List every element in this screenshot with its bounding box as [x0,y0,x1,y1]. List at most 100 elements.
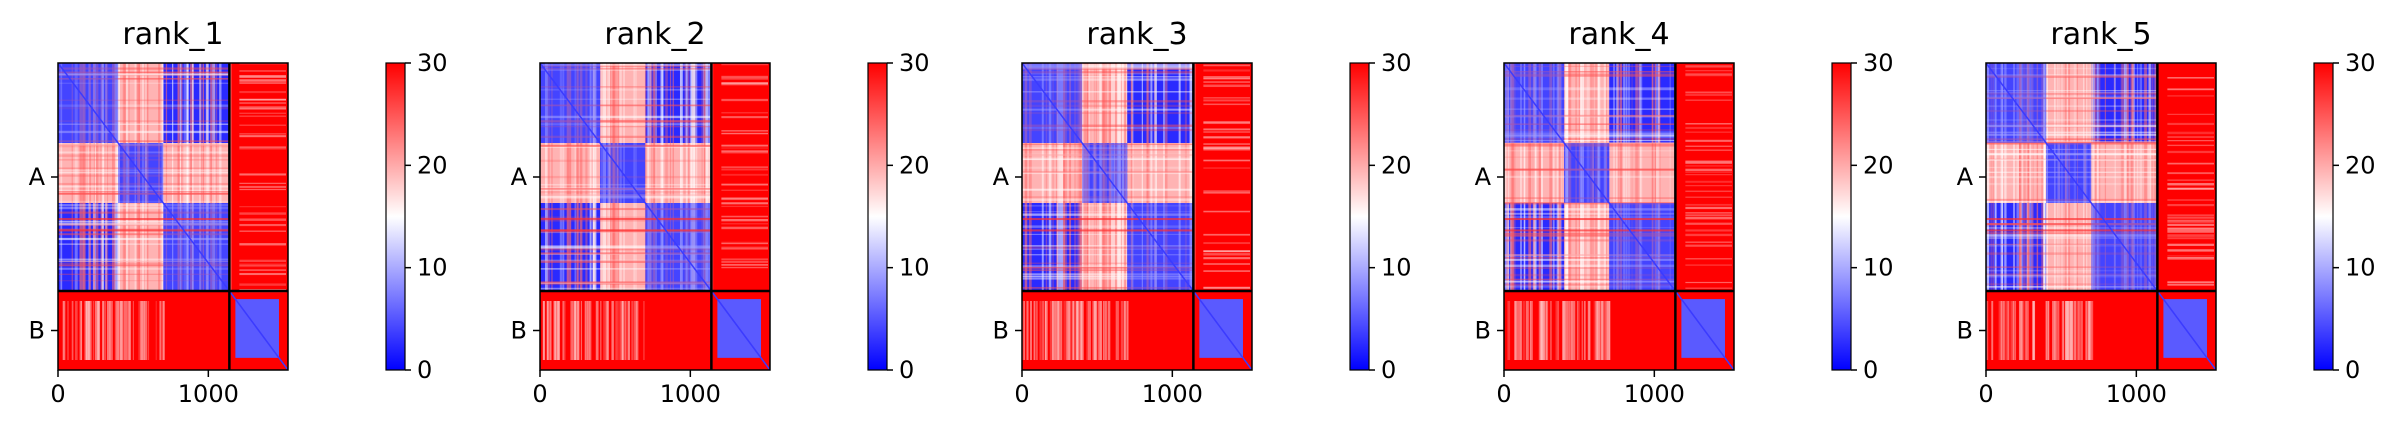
heatmap-stripe [2023,63,2026,291]
heatmap-stripe [540,247,712,251]
heatmap-stripe [1504,129,1676,132]
heatmap-stripe [1203,210,1250,212]
heatmap-stripe [584,301,587,360]
heatmap-stripe [239,112,286,115]
heatmap-stripe [1685,145,1732,147]
heatmap-stripe [98,301,100,360]
heatmap-stripe [721,226,768,230]
heatmap-stripe [162,301,165,360]
heatmap-stripe [187,63,189,291]
heatmap-stripe [1022,225,1194,228]
heatmap-stripe [632,301,634,360]
heatmap-stripe [1146,63,1148,291]
heatmap-stripe [2004,63,2007,291]
heatmap-stripe [1203,148,1250,151]
heatmap-stripe [1022,269,1194,271]
heatmap-stripe [1024,63,1028,291]
colorbar-frame [2313,62,2334,371]
heatmap-stripe [2113,63,2116,291]
heatmap-stripe [1685,160,1732,163]
heatmap-stripe [2036,63,2039,291]
heatmap-stripe [1163,63,1165,291]
heatmap-stripe [1504,227,1676,229]
heatmap-stripe [1617,63,1620,291]
heatmap-stripe [2033,301,2036,360]
heatmap-stripe [2014,301,2017,360]
heatmap-stripe [58,77,230,80]
heatmap-stripe [547,301,549,360]
colorbar-gradient [868,63,887,370]
heatmap-stripe [721,64,768,66]
heatmap-stripe [721,169,768,171]
colorbar-tick-label: 10 [417,254,448,282]
heatmap-stripe [721,241,768,244]
heatmap-stripe [1120,301,1124,360]
heatmap-stripe [1990,63,1992,291]
heatmap-stripe [1504,140,1676,142]
heatmap-stripe [1986,124,2158,128]
heatmap-stripe [1022,67,1194,70]
heatmap-diagonal [1504,63,1676,292]
x-tick-label: 0 [50,380,65,408]
heatmap-stripe [721,223,768,225]
heatmap-stripe [2126,63,2129,291]
heatmap-stripe [239,173,286,176]
heatmap-stripe [1098,301,1101,360]
heatmap-stripe [1651,63,1654,291]
heatmap-stripe [634,301,637,360]
heatmap-stripe [2016,63,2020,291]
heatmap-stripe [625,301,627,360]
heatmap-stripe [1576,301,1579,360]
colorbar-tick-label: 20 [899,151,930,179]
heatmap-stripe [1063,63,1067,291]
heatmap-stripe [2167,131,2214,135]
heatmap-stripe [1986,109,2158,112]
heatmap-stripe [1051,301,1055,360]
heatmap-stripe [199,63,203,291]
heatmap-stripe [88,301,91,360]
heatmap-stripe [58,206,230,210]
heatmap-stripe [1022,273,1194,276]
heatmap-stripe [1986,90,2158,92]
heatmap-stripe [1986,232,2158,235]
heatmap-stripe [2067,301,2070,360]
heatmap-stripe [655,63,658,291]
heatmap-stripe [588,301,592,360]
heatmap-stripe [2077,301,2081,360]
heatmap-stripe [721,205,768,208]
heatmap-stripe [1203,97,1250,99]
heatmap-stripe [62,301,66,360]
heatmap-stripe [1986,223,2158,225]
heatmap-stripe [2154,63,2157,291]
heatmap-stripe [1060,301,1063,360]
heatmap-stripe [1605,301,1609,360]
heatmap-stripe [239,260,286,262]
heatmap-stripe [2167,219,2214,222]
heatmap-stripe [2167,221,2214,224]
colorbar-tick-label: 0 [899,356,914,384]
heatmap-stripe [239,82,286,84]
heatmap-stripe [239,188,286,191]
heatmap-stripe [1022,245,1194,247]
heatmap-stripe [1557,301,1559,360]
heatmap-stripe [1094,301,1097,360]
heatmap-stripe [1504,280,1676,283]
heatmap-stripe [1504,87,1676,89]
heatmap-stripe [110,301,113,360]
heatmap-stripe [540,218,712,221]
heatmap-stripe [239,243,286,246]
heatmap-frame [1503,62,1735,371]
heatmap-stripe [1597,301,1599,360]
heatmap-stripe [2167,179,2214,181]
heatmap-stripe [1577,301,1580,360]
heatmap-stripe [86,301,90,360]
heatmap-stripe [1203,103,1250,106]
heatmap-stripe [2020,301,2024,360]
heatmap-stripe [185,63,189,291]
heatmap-stripe [1022,301,1025,360]
heatmap-stripe [1504,281,1676,283]
heatmap-stripe [1504,229,1676,232]
heatmap-stripe [1556,301,1560,360]
heatmap-stripe [2087,301,2091,360]
heatmap-stripe [2167,95,2214,97]
